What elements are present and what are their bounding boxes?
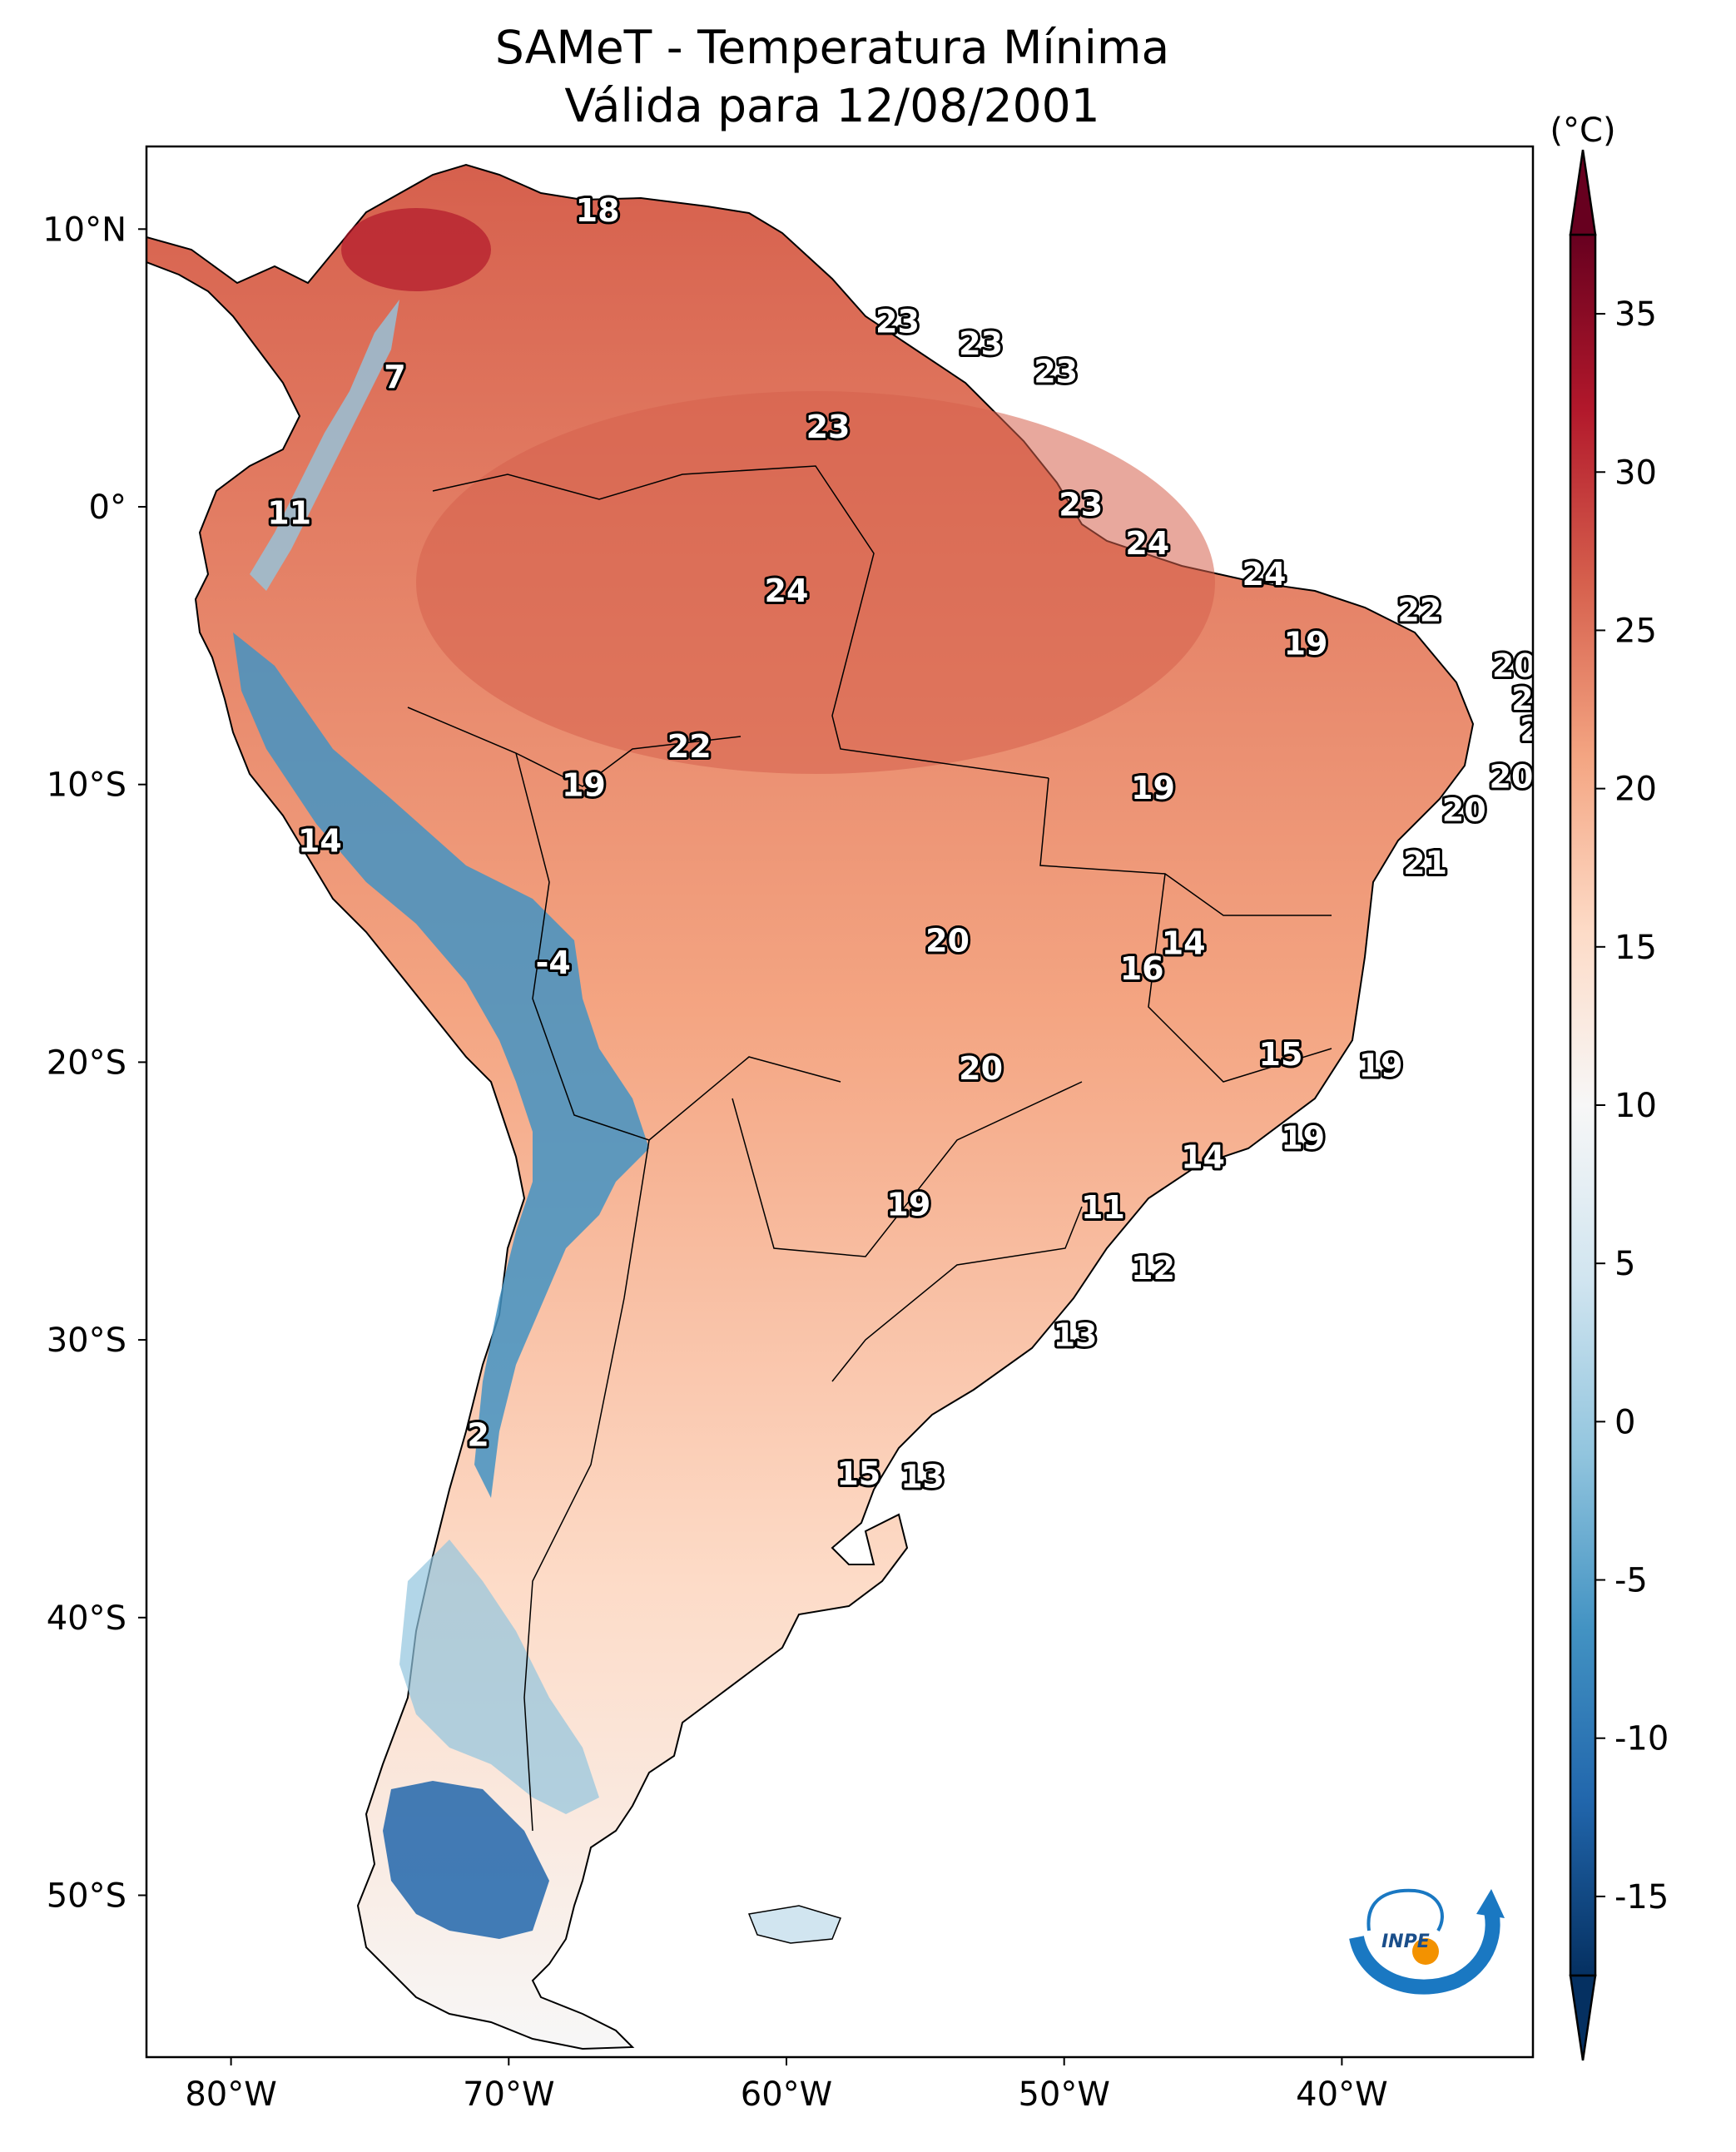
lat-tick-label: 10°S: [47, 766, 126, 805]
value-label: 19: [1281, 1119, 1325, 1156]
patagonia-cold: [383, 1781, 549, 1939]
value-label: 19: [1131, 770, 1175, 806]
lat-tick-label: 40°S: [47, 1599, 126, 1638]
value-label: 14: [1162, 925, 1206, 962]
venezuela-warm-core: [341, 208, 491, 291]
value-label: 13: [1054, 1316, 1098, 1353]
lat-tick-label: 0°: [89, 488, 126, 527]
colorbar: (°C) 35 30 25 20 15 10 5 0 -5 -10 -15: [1550, 112, 1669, 2061]
falklands-island: [747, 1905, 842, 1944]
value-label: 19: [1284, 625, 1328, 662]
lon-tick-label: 50°W: [1018, 2075, 1109, 2114]
longitude-axis: 80°W 70°W 60°W 50°W 40°W: [185, 2057, 1388, 2114]
colorbar-tick-label: 35: [1614, 295, 1657, 334]
value-label: 20: [1511, 681, 1555, 717]
colorbar-unit: (°C): [1550, 112, 1615, 150]
colorbar-tick-label: -5: [1614, 1562, 1648, 1600]
value-label: 7: [384, 359, 405, 395]
value-label: 24: [765, 573, 809, 609]
value-label: 19: [1359, 1048, 1403, 1084]
lon-tick-label: 60°W: [741, 2075, 832, 2114]
colorbar-tick-label: 25: [1614, 612, 1657, 650]
colorbar-tick-label: 20: [1614, 771, 1657, 809]
value-label: 19: [562, 767, 606, 804]
value-label: 16: [1120, 950, 1164, 987]
plot-frame: [145, 145, 1535, 2059]
value-label: 18: [576, 192, 620, 229]
value-label: 15: [1259, 1036, 1303, 1073]
chart-title: SAMeT - Temperatura Mínima Válida para 1…: [0, 18, 1664, 135]
colorbar-tick-label: 0: [1614, 1403, 1635, 1441]
value-label: 22: [1397, 592, 1441, 628]
logo-orange-dot: [1412, 1938, 1439, 1965]
value-label: 23: [875, 303, 920, 340]
value-label: 14: [1181, 1139, 1225, 1176]
logo-arrow: [1476, 1889, 1505, 1918]
patagonia-cool: [399, 1540, 599, 1814]
logo-text: INPE: [1381, 1931, 1430, 1952]
value-label: 15: [836, 1455, 880, 1492]
value-label: 21: [1520, 712, 1564, 748]
value-label: 20: [1442, 792, 1486, 829]
inpe-logo: INPE: [1349, 1888, 1505, 1995]
lat-tick-label: 10°N: [42, 211, 126, 249]
lon-tick-label: 40°W: [1296, 2075, 1387, 2114]
colorbar-tick-label: 5: [1614, 1245, 1635, 1283]
amazon-warm-core: [416, 391, 1215, 774]
colorbar-tick-label: -10: [1614, 1720, 1669, 1758]
value-label: 21: [1403, 845, 1447, 881]
value-label: 14: [298, 822, 342, 859]
value-label: 23: [1059, 487, 1103, 523]
title-line-2: Válida para 12/08/2001: [564, 79, 1100, 132]
andes-north-cold: [250, 300, 399, 591]
value-label: 22: [667, 728, 712, 765]
colorbar-tick-label: 15: [1614, 929, 1657, 967]
value-label: 20: [959, 1050, 1003, 1087]
value-label: 20: [1492, 647, 1536, 684]
colorbar-tick-label: 30: [1614, 454, 1657, 492]
value-label: 2: [467, 1416, 489, 1453]
colorbar-ticks: 35 30 25 20 15 10 5 0 -5 -10 -15: [1595, 295, 1669, 1916]
value-label: 23: [806, 409, 851, 445]
value-label: 24: [1242, 556, 1287, 593]
value-label: 20: [925, 922, 970, 959]
value-label: -4: [536, 945, 571, 981]
colorbar-body: [1569, 233, 1597, 1977]
colorbar-tick-label: -15: [1614, 1878, 1669, 1916]
lat-tick-label: 30°S: [47, 1321, 126, 1360]
value-label: 11: [1081, 1189, 1125, 1226]
latitude-axis: 10°N 0° 10°S 20°S 30°S 40°S 50°S: [42, 211, 146, 1916]
value-label: 13: [900, 1458, 945, 1495]
logo-orbit: [1366, 1888, 1444, 1932]
value-label: 20: [1490, 759, 1534, 796]
value-label: 23: [959, 325, 1003, 362]
value-label: 24: [1125, 525, 1169, 562]
value-label: 23: [1034, 353, 1078, 389]
lat-tick-label: 20°S: [47, 1044, 126, 1082]
andes-cold-band: [233, 632, 649, 1498]
colorbar-tick-label: 10: [1614, 1087, 1657, 1125]
logo-swoosh: [1349, 1903, 1500, 1995]
colorbar-extend-bottom: [1569, 1974, 1597, 2061]
value-label: 11: [267, 495, 311, 532]
value-label: 19: [886, 1186, 930, 1222]
title-line-1: SAMeT - Temperatura Mínima: [494, 21, 1170, 74]
lat-tick-label: 50°S: [47, 1877, 126, 1916]
lon-tick-label: 70°W: [463, 2075, 554, 2114]
lon-tick-label: 80°W: [185, 2075, 276, 2114]
country-borders: [407, 465, 1332, 1832]
value-label: 12: [1131, 1250, 1175, 1287]
colorbar-extend-top: [1569, 149, 1597, 236]
